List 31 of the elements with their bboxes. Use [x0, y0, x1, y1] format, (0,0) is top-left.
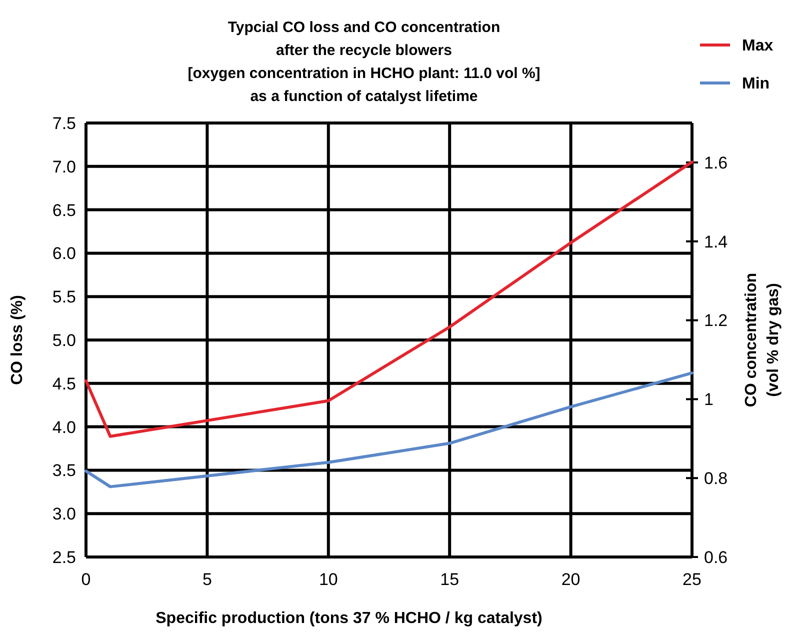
- y-tick-label: 6.0: [52, 244, 76, 264]
- x-tick-label: 10: [318, 570, 338, 589]
- y2-tick-label: 1.6: [704, 153, 728, 172]
- y-tick-label: 2.5: [52, 548, 76, 567]
- y2-axis-title: CO concentration (vol % dry gas): [743, 272, 782, 408]
- x-tick-label: 15: [440, 570, 460, 589]
- y-axis-title: CO loss (%): [9, 295, 26, 385]
- legend-label: Max: [742, 38, 774, 55]
- y2-tick-label: 1.2: [704, 311, 728, 330]
- y2-tick-label: 1.4: [704, 232, 728, 252]
- line-series: [84, 160, 694, 438]
- y-tick-label: 7.5: [52, 114, 76, 133]
- y2-tick-label: 0.8: [704, 469, 728, 488]
- line-series: [84, 371, 694, 488]
- y2-tick-label: 1: [704, 390, 714, 410]
- x-tick-label: 0: [81, 570, 91, 589]
- legend-label: Min: [742, 76, 770, 93]
- y2-tick-label: 0.6: [704, 548, 728, 567]
- chart-title: Typcial CO loss and CO concentration after the recycle blowers [oxygen concentration in HCHO plant: 11.0 vol %] as a function of catalyst lifetime: [188, 19, 540, 105]
- y-tick-label: 5.5: [52, 288, 76, 307]
- x-tick-label: 25: [682, 570, 702, 589]
- y-tick-label: 4.5: [52, 374, 76, 394]
- y-tick-label: 5.0: [52, 330, 76, 350]
- y-tick-label: 7.0: [52, 157, 76, 176]
- x-tick-label: 5: [202, 570, 212, 589]
- y-tick-label: 4.0: [52, 418, 76, 437]
- x-axis-title: Specific production (tons 37 % HCHO / kg catalyst): [156, 610, 542, 627]
- y-tick-label: 3.5: [52, 461, 76, 480]
- x-tick-label: 20: [561, 570, 580, 589]
- y-tick-label: 3.0: [52, 504, 76, 524]
- y-tick-label: 6.5: [52, 200, 76, 220]
